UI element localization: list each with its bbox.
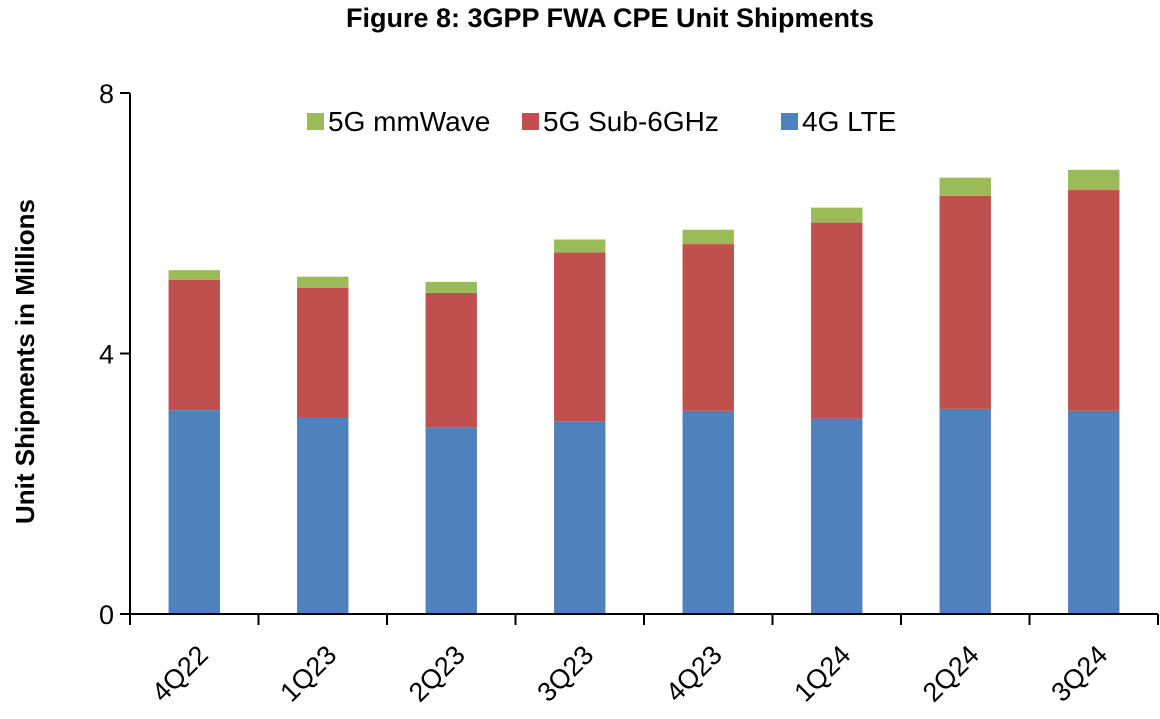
y-axis-label: Unit Shipments in Millions (10, 199, 40, 524)
legend-swatch (781, 113, 798, 130)
bar-5g-sub-6ghz-1q24 (811, 222, 863, 419)
bar-4g-lte-1q24 (811, 418, 863, 614)
y-tick-label: 8 (99, 79, 114, 109)
bar-4g-lte-2q24 (939, 408, 991, 614)
legend-swatch (307, 113, 324, 130)
legend-swatch (522, 113, 539, 130)
bar-5g-mmwave-4q23 (682, 229, 734, 245)
legend-item-4g-lte: 4G LTE (781, 106, 896, 137)
x-tick-label: 1Q23 (274, 640, 342, 708)
bar-5g-sub-6ghz-3q24 (1068, 190, 1120, 411)
bar-5g-mmwave-2q24 (939, 177, 991, 196)
bar-4g-lte-1q23 (297, 417, 349, 614)
bar-4g-lte-4q23 (682, 410, 734, 614)
bars-group (168, 169, 1120, 614)
axes-group: 0 4 8 4Q22 1Q23 2Q23 3Q23 4Q23 1Q24 2Q24 3Q24 (99, 79, 1159, 708)
legend-item-5g-mmwave: 5G mmWave (307, 106, 490, 137)
chart-title: Figure 8: 3GPP FWA CPE Unit Shipments (346, 3, 874, 33)
legend-item-5g-sub-6ghz: 5G Sub-6GHz (522, 106, 719, 137)
x-tick-label: 2Q23 (403, 640, 471, 708)
y-tick-label: 4 (99, 340, 114, 370)
bar-4g-lte-2q23 (425, 427, 477, 614)
legend-label: 4G LTE (802, 106, 896, 137)
bar-5g-mmwave-3q23 (554, 239, 606, 253)
x-tick-label: 3Q23 (531, 640, 599, 708)
bar-4g-lte-3q24 (1068, 410, 1120, 614)
bar-5g-mmwave-4q22 (168, 270, 220, 280)
bar-5g-sub-6ghz-2q24 (939, 195, 991, 409)
bar-5g-sub-6ghz-1q23 (297, 287, 349, 418)
x-tick-label: 4Q23 (660, 640, 728, 708)
bar-5g-sub-6ghz-2q23 (425, 292, 477, 428)
bar-5g-sub-6ghz-4q23 (682, 244, 734, 411)
bar-5g-sub-6ghz-3q23 (554, 252, 606, 422)
x-tick-label: 1Q24 (788, 640, 856, 708)
x-tick-label: 4Q22 (146, 640, 214, 708)
bar-5g-mmwave-1q23 (297, 276, 349, 288)
bar-5g-mmwave-3q24 (1068, 169, 1120, 191)
bar-4g-lte-3q23 (554, 421, 606, 614)
legend: 5G mmWave 5G Sub-6GHz 4G LTE (307, 106, 896, 137)
legend-label: 5G mmWave (328, 106, 490, 137)
bar-4g-lte-4q22 (168, 410, 220, 614)
bar-5g-mmwave-2q23 (425, 281, 477, 293)
bar-5g-sub-6ghz-4q22 (168, 279, 220, 411)
x-tick-label: 2Q24 (917, 640, 985, 708)
bar-5g-mmwave-1q24 (811, 207, 863, 223)
y-tick-label: 0 (99, 600, 114, 630)
x-tick-label: 3Q24 (1045, 640, 1113, 708)
legend-label: 5G Sub-6GHz (543, 106, 719, 137)
